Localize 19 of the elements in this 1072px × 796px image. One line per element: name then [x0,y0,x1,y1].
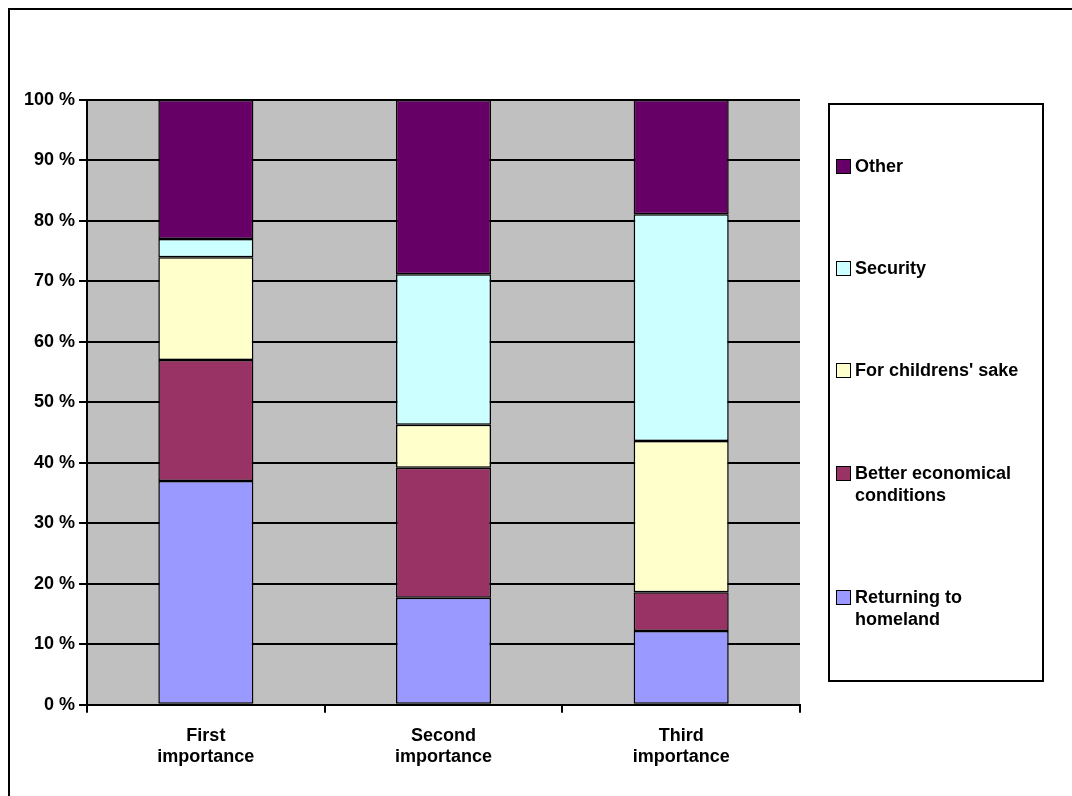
y-tick-label: 90 % [34,149,76,170]
x-tick-label: Second importance [395,724,493,767]
legend-label: Returning to homeland [855,585,963,630]
y-tick-label: 10 % [34,633,76,654]
y-tick-label: 80 % [34,209,76,230]
legend-label: For childrens' sake [855,359,1019,382]
y-tick-label: 60 % [34,330,76,351]
legend-label: Other [855,155,904,178]
y-tick-label: 0 % [44,693,76,714]
x-tick-label: Third importance [632,724,730,767]
y-tick-label: 100 % [23,88,76,109]
y-tick-label: 70 % [34,270,76,291]
legend-label: Better economical conditions [855,461,1013,506]
y-tick-label: 50 % [34,391,76,412]
y-tick-label: 40 % [34,451,76,472]
y-tick-label: 20 % [34,572,76,593]
legend-label: Security [855,257,927,280]
y-tick-label: 30 % [34,512,76,533]
x-tick-label: First importance [157,724,255,767]
